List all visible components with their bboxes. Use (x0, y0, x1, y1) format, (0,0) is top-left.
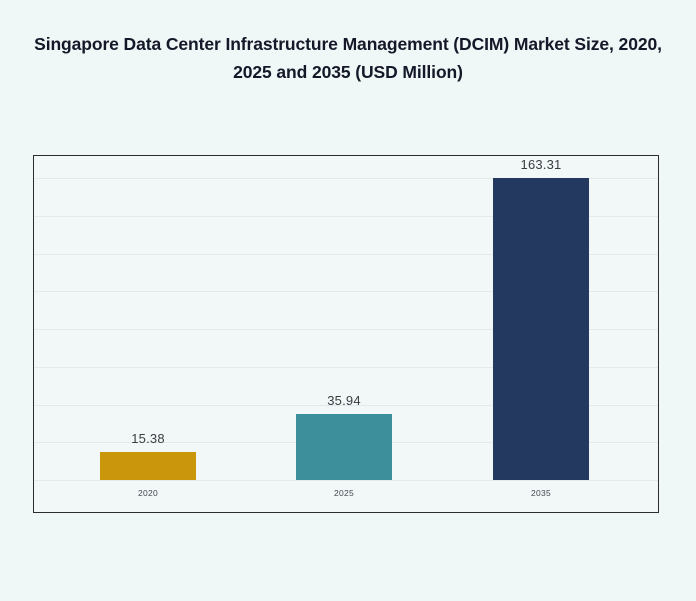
x-axis-label-2035: 2035 (530, 488, 552, 498)
x-axis-label-2025: 2025 (333, 488, 355, 498)
bar-value-label-2035: 163.31 (520, 157, 562, 172)
bar-2025[interactable] (296, 413, 392, 480)
gridline (34, 178, 658, 179)
chart-title: Singapore Data Center Infrastructure Man… (34, 34, 662, 82)
bar-value-label-2025: 35.94 (327, 392, 361, 408)
gridline (34, 480, 658, 481)
gridline (34, 291, 658, 293)
gridline (34, 404, 658, 406)
gridline (34, 366, 658, 368)
gridline (34, 253, 658, 255)
bar-2035[interactable] (493, 178, 589, 480)
gridline (34, 215, 658, 217)
chart-plot-frame: 15.38 2020 35.94 2025 163.31 2035 (33, 155, 659, 513)
x-axis-label-2020: 2020 (137, 488, 159, 498)
gridline (34, 329, 658, 330)
bar-2020[interactable] (100, 451, 196, 480)
bar-value-label-2020: 15.38 (131, 430, 165, 446)
plot-area: 15.38 2020 35.94 2025 163.31 2035 (34, 156, 658, 512)
